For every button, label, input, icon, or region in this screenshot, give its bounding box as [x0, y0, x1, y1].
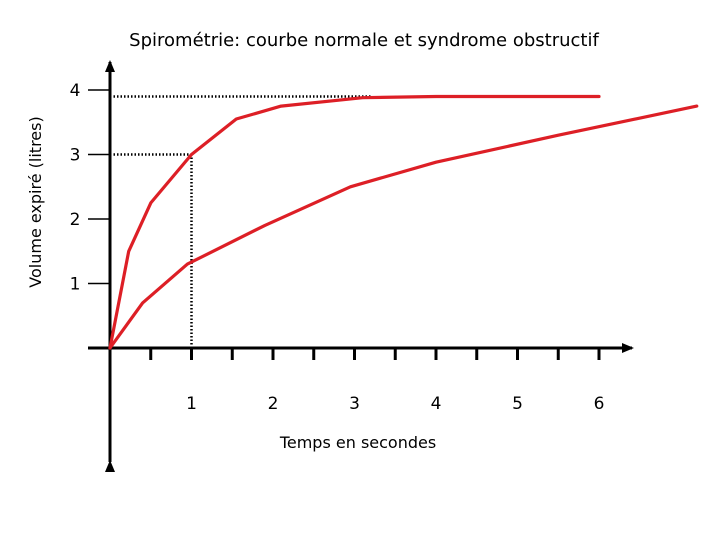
x-tick-label-4: 4 — [431, 394, 442, 414]
x-tick-label-5: 5 — [512, 394, 523, 414]
series-line-1 — [108, 94, 601, 350]
y-tick-label-3: 3 — [70, 146, 81, 166]
y-tick-label-1: 1 — [70, 275, 81, 295]
x-tick-label-3: 3 — [349, 394, 360, 414]
series-line-2 — [108, 104, 699, 350]
x-tick-label-6: 6 — [594, 394, 605, 414]
x-axis-label: Temps en secondes — [279, 433, 436, 452]
x-tick-label-1: 1 — [186, 394, 197, 414]
y-tick-label-2: 2 — [70, 210, 81, 230]
y-axis-ticks: 1 2 3 4 — [70, 81, 110, 295]
guide-lines — [110, 95, 371, 348]
y-axis-label: Volume expiré (litres) — [26, 116, 45, 287]
x-tick-label-2: 2 — [268, 394, 279, 414]
x-axis-ticks: 1 2 3 4 5 6 — [149, 348, 605, 414]
series-lines — [108, 94, 699, 350]
chart-title: Spirométrie: courbe normale et syndrome … — [129, 30, 599, 51]
y-tick-label-4: 4 — [70, 81, 81, 101]
